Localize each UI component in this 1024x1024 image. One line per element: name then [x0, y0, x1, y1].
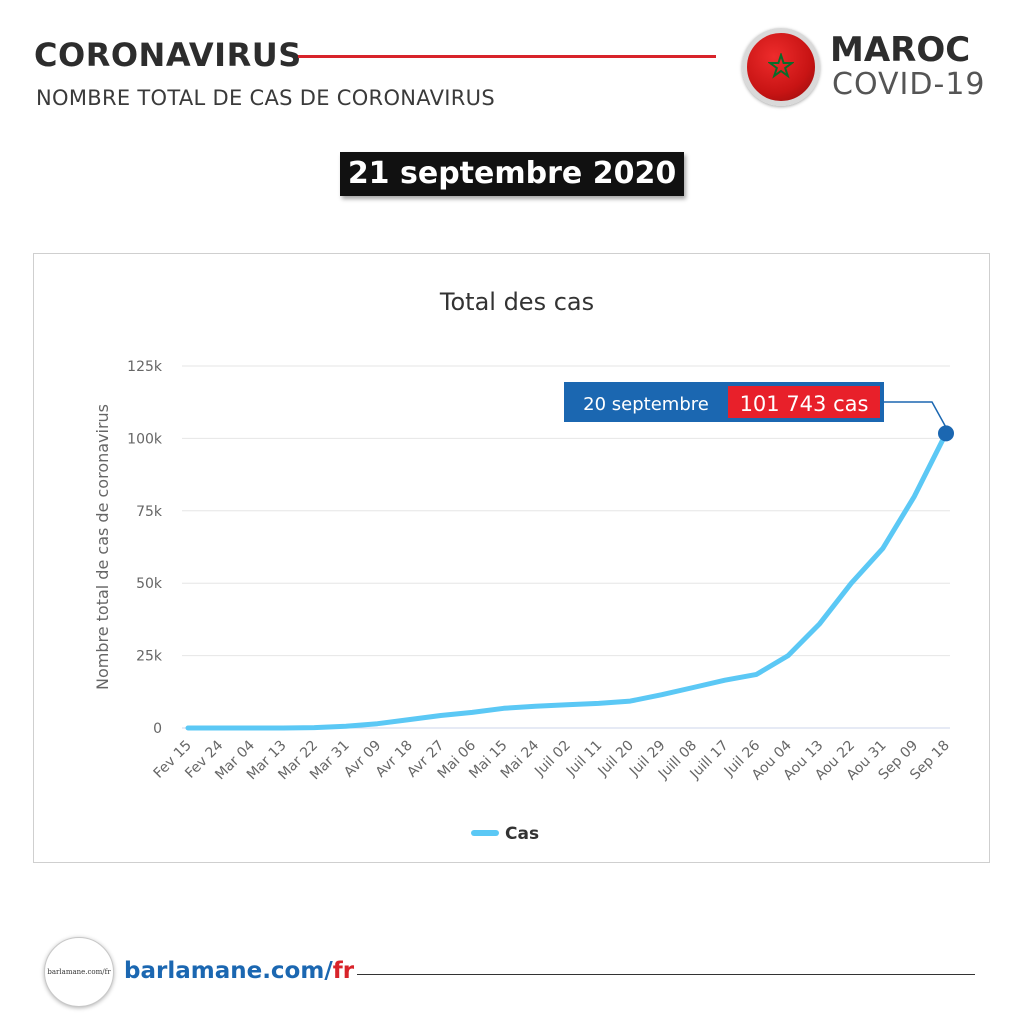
x-tick-label: Juil 02	[531, 738, 573, 780]
chart-container: Total des cas 0 25k 50k 75k 100k 125k Fev 15 F…	[33, 253, 990, 863]
page-subtitle: NOMBRE TOTAL DE CAS DE CORONAVIRUS	[36, 86, 495, 110]
country-label: MAROC	[830, 30, 971, 70]
page-title: CORONAVIRUS	[34, 36, 302, 74]
brand-logo[interactable]: barlamane.com/fr	[44, 937, 114, 1007]
x-tick-label: Juil 11	[563, 738, 605, 780]
covid-label: COVID-19	[832, 67, 986, 102]
footer-url-main: barlamane.com	[124, 958, 325, 984]
y-tick-label: 125k	[127, 359, 163, 375]
series-line-cas	[185, 430, 949, 731]
y-axis-label: Nombre total de cas de coronavirus	[93, 404, 112, 690]
y-tick-label: 100k	[127, 431, 163, 447]
grid-lines	[182, 365, 950, 729]
chart-legend[interactable]: Cas	[471, 824, 539, 844]
y-tick-label: 75k	[136, 504, 163, 520]
y-axis-ticks: 0 25k 50k 75k 100k 125k	[127, 359, 163, 737]
chart-title: Total des cas	[439, 288, 594, 316]
line-chart: Total des cas 0 25k 50k 75k 100k 125k Fev 15F…	[93, 288, 954, 844]
callout-date: 20 septembre	[583, 394, 709, 415]
y-tick-label: 25k	[136, 649, 163, 665]
footer-url-slash: /	[324, 958, 333, 984]
callout-value: 101 743 cas	[740, 392, 869, 416]
legend-label-cas[interactable]: Cas	[505, 824, 539, 844]
callout-connector	[884, 401, 947, 428]
morocco-flag-icon	[742, 28, 820, 106]
footer-url-fr: fr	[332, 958, 355, 984]
footer-url[interactable]: barlamane.com/fr	[124, 958, 354, 984]
highlight-point[interactable]	[938, 425, 954, 442]
footer-divider	[357, 974, 975, 975]
star-icon	[768, 53, 794, 79]
title-divider	[298, 55, 716, 58]
y-tick-label: 50k	[136, 576, 163, 592]
callout-value-box	[728, 386, 880, 418]
callout-label: 20 septembre 101 743 cas	[564, 382, 884, 422]
date-badge: 21 septembre 2020	[340, 152, 684, 196]
y-tick-label: 0	[153, 721, 162, 737]
x-tick-label: Juil 20	[595, 738, 637, 780]
